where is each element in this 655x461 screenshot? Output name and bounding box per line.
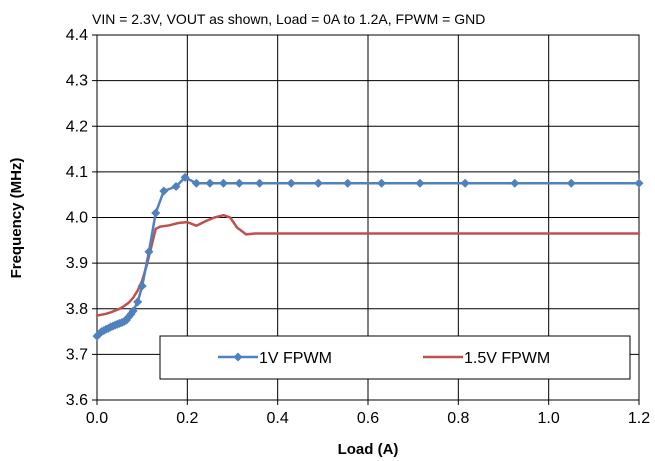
chart-title: VIN = 2.3V, VOUT as shown, Load = 0A to … <box>92 11 485 27</box>
y-axis-ticks: 3.6 3.7 3.8 3.9 4.0 4.1 4.2 4.3 4.4 <box>66 27 97 409</box>
data-point-marker <box>171 181 181 191</box>
x-tick-label: 0.0 <box>86 410 108 427</box>
data-point-marker <box>137 281 147 291</box>
data-point-marker <box>566 178 576 188</box>
x-axis-title: Load (A) <box>338 441 399 458</box>
x-tick-label: 0.6 <box>357 410 379 427</box>
data-point-marker <box>128 306 138 316</box>
data-point-marker <box>343 178 353 188</box>
data-point-marker <box>286 178 296 188</box>
data-point-marker <box>144 247 154 257</box>
x-tick-label: 0.8 <box>447 410 469 427</box>
x-tick-label: 0.4 <box>267 410 289 427</box>
y-tick-label: 3.6 <box>66 392 88 409</box>
data-point-marker <box>510 178 520 188</box>
legend-label-1p5v: 1.5V FPWM <box>464 350 550 367</box>
y-tick-label: 4.0 <box>66 210 88 227</box>
data-point-marker <box>191 178 201 188</box>
data-point-marker <box>415 178 425 188</box>
x-tick-label: 0.2 <box>176 410 198 427</box>
series-1p5v-fpwm <box>95 213 641 317</box>
y-tick-label: 4.1 <box>66 164 88 181</box>
series-layer <box>92 172 644 341</box>
x-axis-ticks: 0.0 0.2 0.4 0.6 0.8 1.0 1.2 <box>86 400 650 427</box>
y-tick-label: 3.7 <box>66 346 88 363</box>
y-axis-title: Frequency (MHz) <box>8 158 25 279</box>
y-tick-label: 4.3 <box>66 73 88 90</box>
legend-marker-1v <box>233 352 243 362</box>
data-point-marker <box>255 178 265 188</box>
data-point-marker <box>151 208 161 218</box>
x-tick-label: 1.2 <box>628 410 650 427</box>
data-point-marker <box>218 178 228 188</box>
y-tick-label: 4.2 <box>66 118 88 135</box>
series-line <box>95 213 641 317</box>
x-tick-label: 1.0 <box>538 410 560 427</box>
legend: 1V FPWM 1.5V FPWM <box>159 335 631 380</box>
data-point-marker <box>121 315 131 325</box>
y-tick-label: 3.8 <box>66 301 88 318</box>
data-point-marker <box>313 178 323 188</box>
data-point-marker <box>133 297 143 307</box>
data-point-marker <box>377 178 387 188</box>
data-point-marker <box>234 178 244 188</box>
data-point-marker <box>159 186 169 196</box>
series-1v-fpwm <box>92 172 644 341</box>
legend-label-1v: 1V FPWM <box>259 350 332 367</box>
data-point-marker <box>460 178 470 188</box>
y-tick-label: 4.4 <box>66 27 88 44</box>
data-point-marker <box>205 178 215 188</box>
data-point-marker <box>180 172 190 182</box>
data-point-marker <box>634 178 644 188</box>
y-tick-label: 3.9 <box>66 255 88 272</box>
